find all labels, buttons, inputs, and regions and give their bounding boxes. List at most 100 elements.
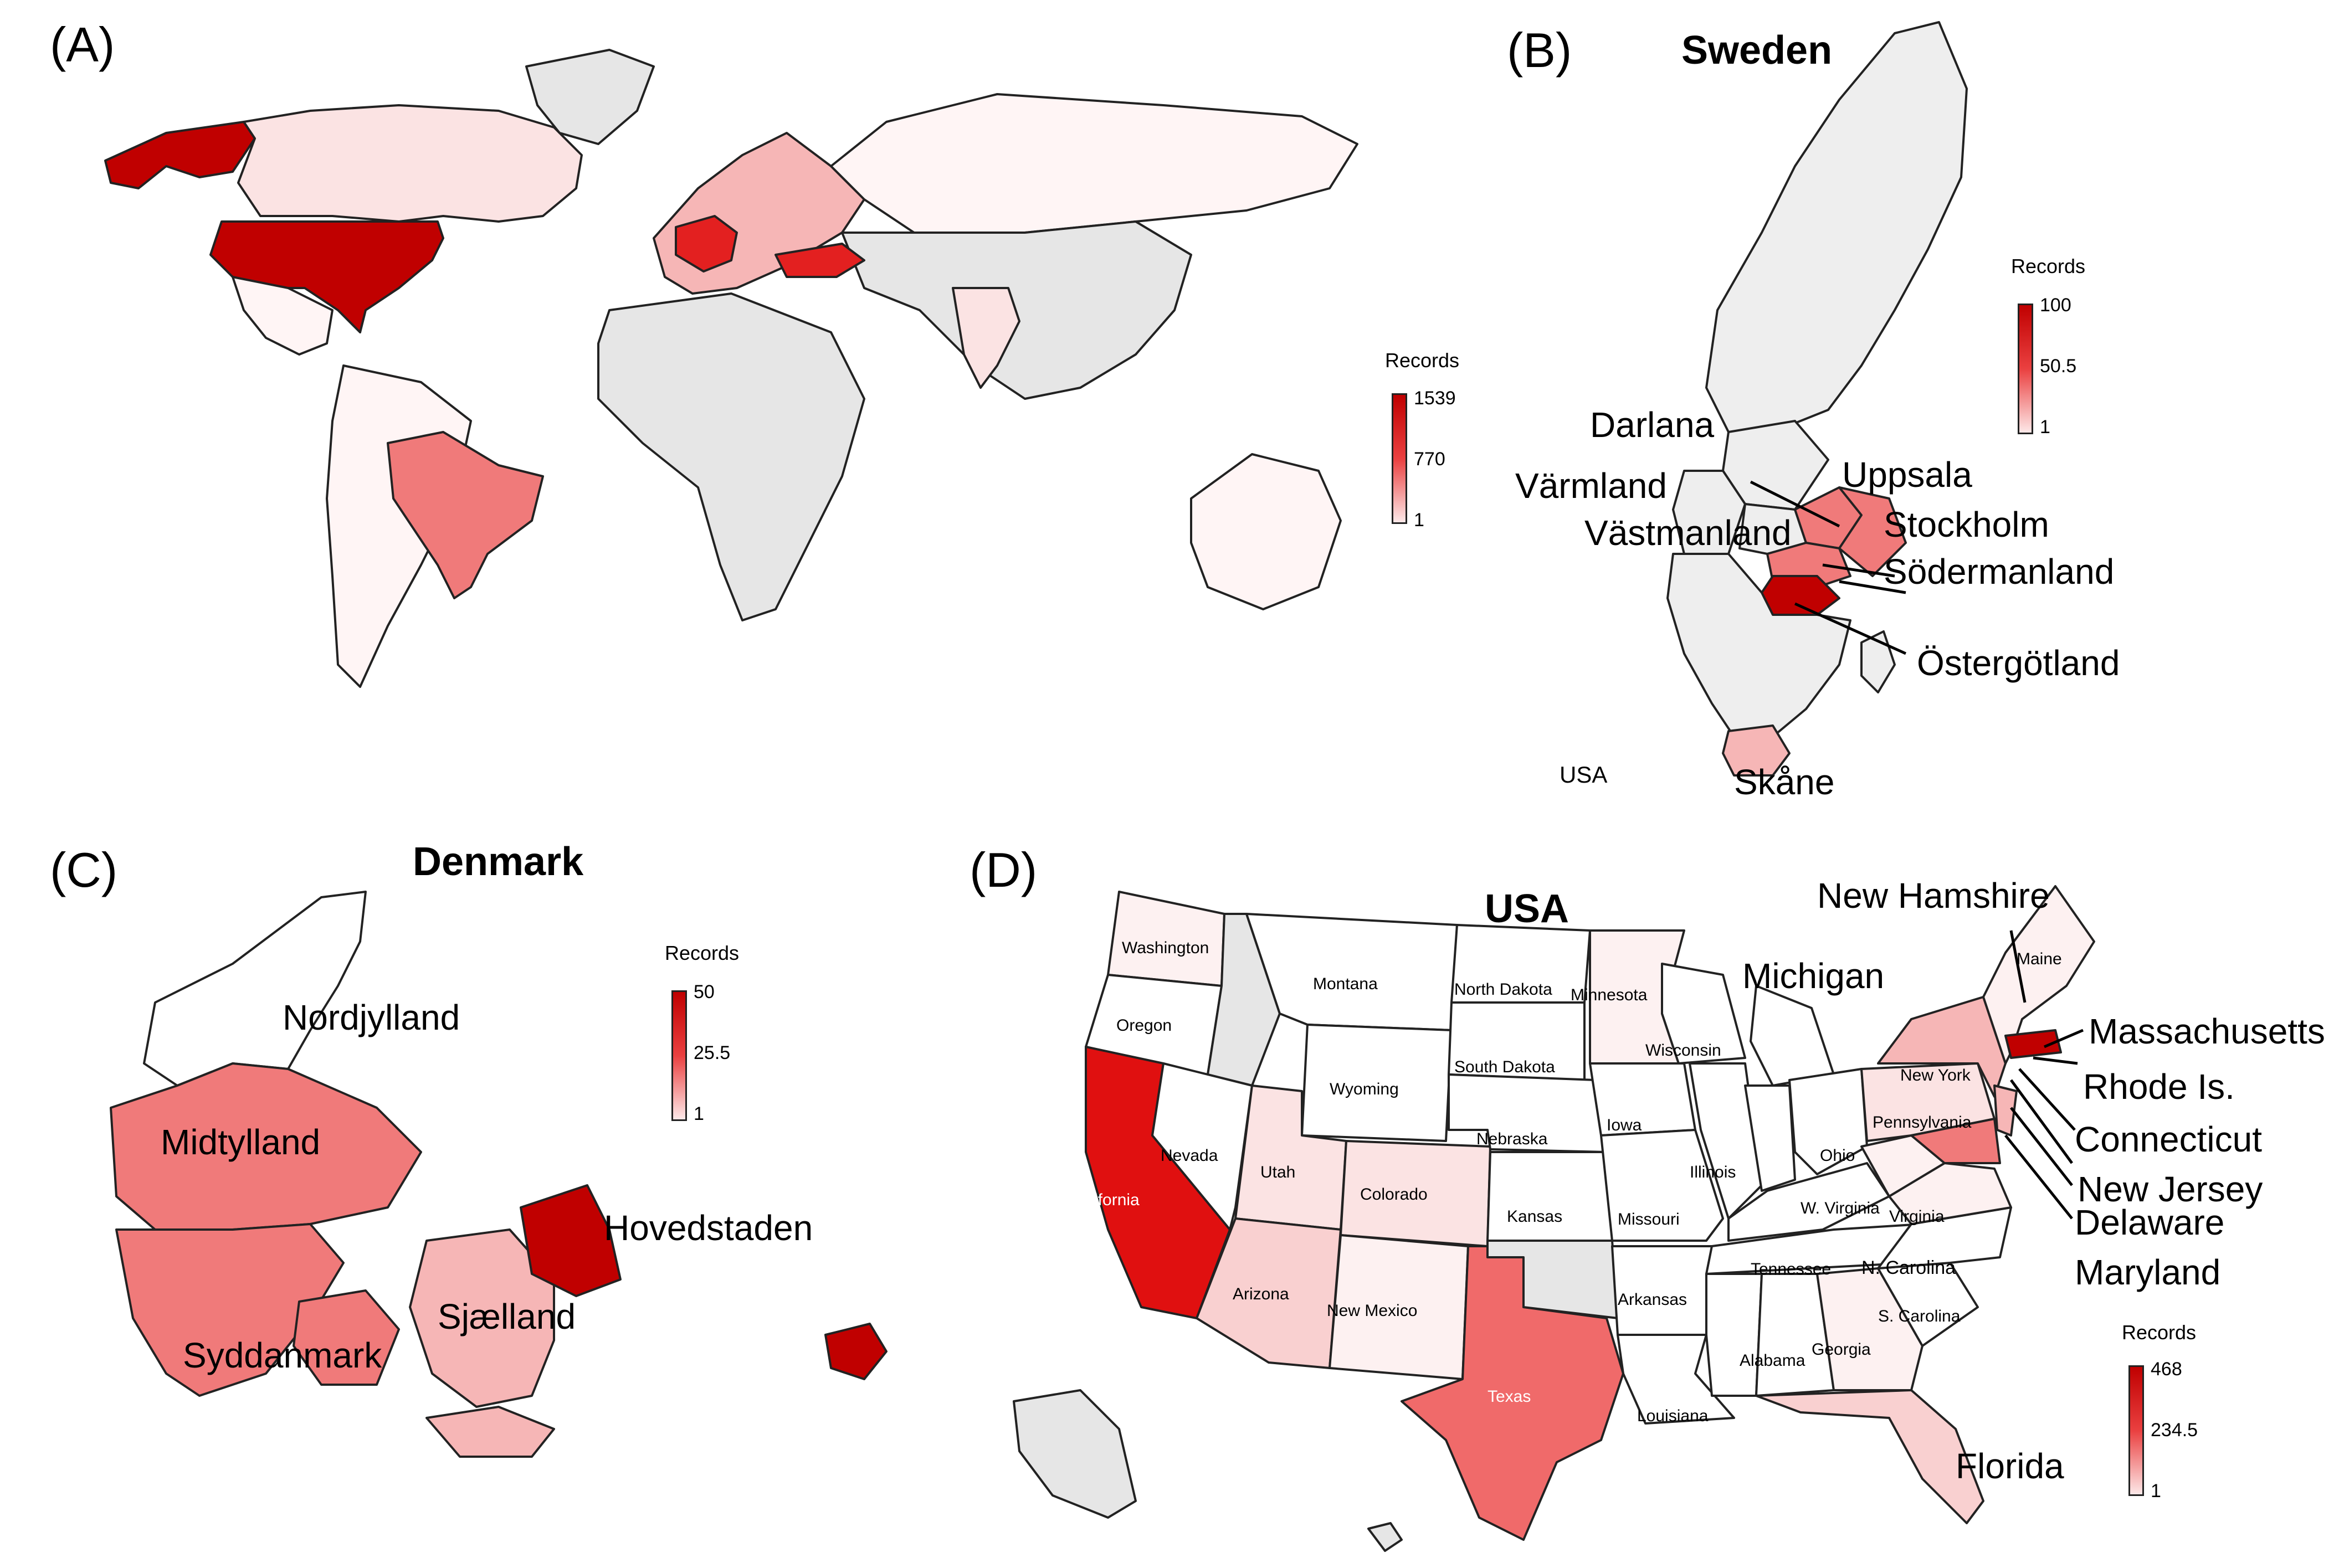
state-label-colorado: Colorado xyxy=(1360,1185,1428,1204)
region-france xyxy=(675,215,738,273)
panel-letter-d: (D) xyxy=(970,842,1038,897)
state-label-minnesota: Minnesota xyxy=(1571,986,1648,1004)
region-south-sweden xyxy=(1666,553,1851,738)
state-missouri xyxy=(1600,1129,1724,1242)
state-label-iowa: Iowa xyxy=(1607,1116,1642,1134)
region-brazil xyxy=(387,431,544,599)
label-sodermanland: Södermanland xyxy=(1884,552,2115,592)
map-title-denmark: Denmark xyxy=(413,840,584,884)
legend-mid: 770 xyxy=(1414,449,1445,470)
legend-min: 1 xyxy=(1414,510,1424,531)
region-mexico xyxy=(232,276,334,356)
label-uppsala: Uppsala xyxy=(1842,455,1972,495)
state-label-tennessee: Tennessee xyxy=(1751,1260,1832,1278)
callout-maryland: Maryland xyxy=(2075,1252,2221,1292)
legend-max: 468 xyxy=(2151,1359,2182,1380)
state-label-south-dakota: South Dakota xyxy=(1454,1058,1555,1076)
label-stockholm: Stockholm xyxy=(1884,505,2049,544)
state-label-missouri: Missouri xyxy=(1618,1210,1680,1228)
state-label-south-carolina: S. Carolina xyxy=(1878,1307,1961,1325)
panel-world: (A) Records 1539 770 1 xyxy=(0,0,1507,798)
panel-letter-c: (C) xyxy=(50,842,118,897)
region-greenland xyxy=(525,49,655,145)
state-label-nebraska: Nebraska xyxy=(1476,1130,1548,1148)
panel-denmark: (C) Denmark Nordjylland Midtylland Hoved… xyxy=(0,820,970,1568)
state-wyoming xyxy=(1301,1024,1453,1142)
label-hovedstaden: Hovedstaden xyxy=(604,1208,813,1248)
panel-letter-a: (A) xyxy=(50,17,115,72)
state-ohio xyxy=(1788,1068,1868,1175)
state-label-montana: Montana xyxy=(1313,975,1378,993)
label-varmland: Värmland xyxy=(1515,466,1667,506)
legend-min: 1 xyxy=(694,1103,704,1124)
legend-a: Records 1539 770 1 xyxy=(1385,349,1496,532)
state-alaska xyxy=(1013,1389,1137,1519)
callout-rhode-island: Rhode Is. xyxy=(2083,1067,2235,1107)
region-nordjylland xyxy=(143,891,367,1087)
legend-bar xyxy=(1392,393,1407,524)
panel-sweden: (B) Sweden Darlana Värmland Västmanland … xyxy=(1507,0,2339,820)
region-sjaelland xyxy=(409,1228,555,1408)
legend-c: Records 50 25.5 1 xyxy=(665,942,776,1130)
callout-new-jersey: New Jersey xyxy=(2078,1169,2263,1209)
panel-usa: (D) USA xyxy=(970,820,2339,1568)
state-label-maine: Maine xyxy=(2017,950,2062,968)
legend-mid: 50.5 xyxy=(2040,356,2077,377)
state-georgia xyxy=(1816,1267,1923,1391)
region-north-sweden xyxy=(1705,21,1968,433)
region-stockholm xyxy=(1838,486,1907,577)
state-label-illinois: Illinois xyxy=(1690,1163,1736,1181)
state-label-arkansas: Arkansas xyxy=(1618,1291,1687,1309)
label-syddanmark: Syddanmark xyxy=(183,1335,382,1375)
legend-mid: 234.5 xyxy=(2151,1420,2198,1441)
state-florida xyxy=(1755,1389,1984,1524)
region-lolland xyxy=(425,1406,555,1458)
state-label-arizona: Arizona xyxy=(1233,1285,1289,1303)
legend-title: Records xyxy=(1385,349,1460,372)
state-label-virginia: Virginia xyxy=(1889,1207,1945,1226)
state-label-north-carolina: N. Carolina xyxy=(1861,1257,1956,1278)
label-vastmanland: Västmanland xyxy=(1584,513,1792,553)
state-label-new-mexico: New Mexico xyxy=(1327,1302,1418,1320)
label-skane: Skåne xyxy=(1734,762,1835,802)
map-title-usa: USA xyxy=(1485,887,1569,931)
state-wisconsin xyxy=(1661,963,1746,1065)
label-nordjylland: Nordjylland xyxy=(283,998,460,1037)
region-turkey xyxy=(774,243,865,278)
label-sjaelland: Sjælland xyxy=(438,1297,576,1336)
sweden-map xyxy=(1666,21,1968,777)
region-gotland xyxy=(1860,630,1896,693)
state-label-ohio: Ohio xyxy=(1820,1147,1855,1165)
state-mississippi xyxy=(1705,1273,1763,1397)
usa-map xyxy=(1013,885,2095,1552)
region-australia xyxy=(1190,453,1342,610)
denmark-map xyxy=(110,891,888,1458)
state-label-pennsylvania: Pennsylvania xyxy=(1873,1113,1972,1132)
state-label-nevada: Nevada xyxy=(1161,1147,1218,1165)
region-russia xyxy=(830,93,1358,234)
legend-bar xyxy=(2018,304,2033,434)
state-maryland xyxy=(1910,1118,2001,1164)
callout-connecticut: Connecticut xyxy=(2075,1119,2262,1159)
callout-new-hamshire: New Hamshire xyxy=(1817,876,2050,916)
label-ostergotland: Östergötland xyxy=(1917,643,2120,683)
callout-michigan: Michigan xyxy=(1742,956,1885,996)
stray-label-usa: USA xyxy=(1560,762,1608,788)
legend-max: 1539 xyxy=(1414,388,1456,409)
map-title-sweden: Sweden xyxy=(1681,28,1833,73)
legend-title: Records xyxy=(2011,255,2086,277)
world-map xyxy=(104,49,1358,688)
state-michigan xyxy=(1750,985,1835,1087)
state-new-jersey xyxy=(1993,1084,2018,1137)
legend-min: 1 xyxy=(2151,1480,2161,1502)
region-bornholm xyxy=(824,1323,888,1380)
region-india xyxy=(952,287,1020,389)
legend-max: 100 xyxy=(2040,295,2071,316)
state-massachusetts xyxy=(2004,1029,2062,1059)
state-label-washington: Washington xyxy=(1122,939,1209,957)
state-label-louisiana: Louisiana xyxy=(1637,1407,1709,1425)
legend-title: Records xyxy=(665,942,740,964)
label-darlana: Darlana xyxy=(1590,405,1715,445)
legend-mid: 25.5 xyxy=(694,1042,731,1063)
state-label-north-dakota: North Dakota xyxy=(1454,980,1552,999)
